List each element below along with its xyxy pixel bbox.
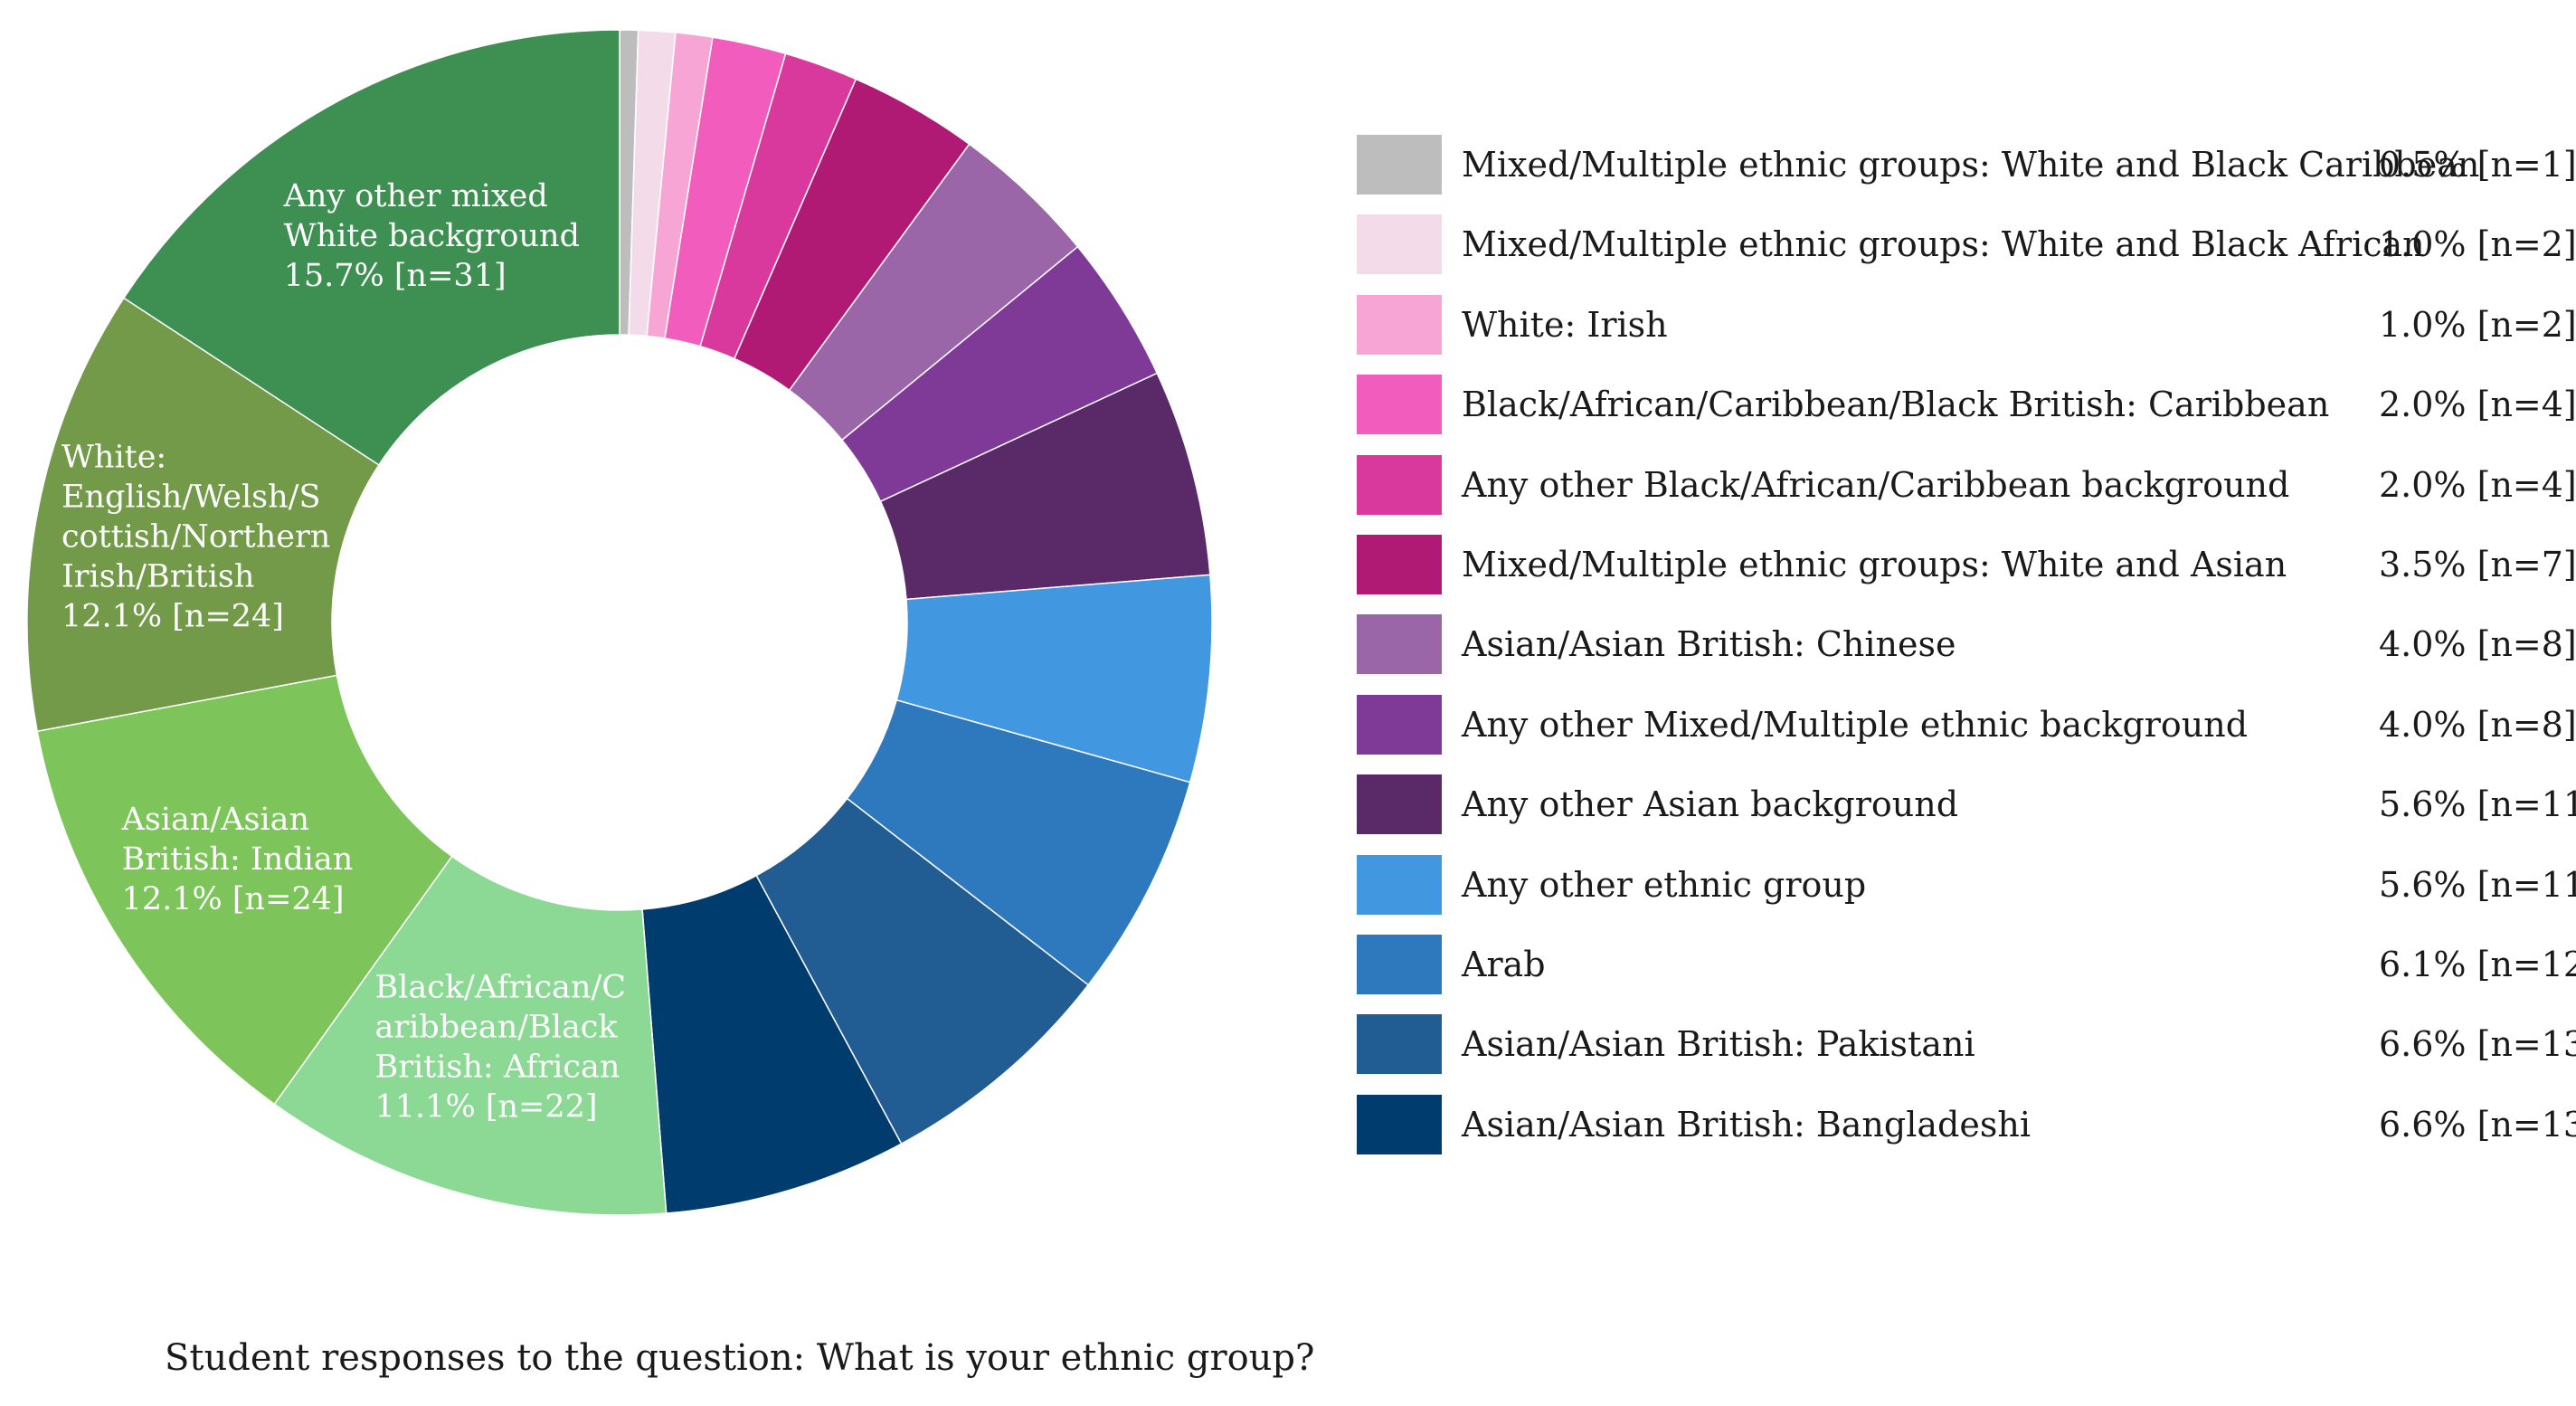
legend-value: 1.0% [n=2] bbox=[2379, 224, 2576, 265]
legend-item: Mixed/Multiple ethnic groups: White and … bbox=[1357, 204, 2576, 284]
legend-label: Mixed/Multiple ethnic groups: White and … bbox=[1462, 224, 2425, 265]
legend-swatch bbox=[1357, 854, 1442, 915]
legend-swatch bbox=[1357, 614, 1442, 675]
legend-swatch bbox=[1357, 135, 1442, 195]
legend-item: Asian/Asian British: Bangladeshi 6.6% [n=… bbox=[1357, 1085, 2576, 1164]
legend-swatch bbox=[1357, 774, 1442, 835]
donut-slice bbox=[26, 297, 380, 733]
chart-legend: Mixed/Multiple ethnic groups: White and … bbox=[1357, 125, 2576, 1164]
legend-value: 2.0% [n=4] bbox=[2379, 464, 2576, 505]
legend-swatch bbox=[1357, 534, 1442, 594]
legend-item: Asian/Asian British: Chinese 4.0% [n=8] bbox=[1357, 604, 2576, 684]
legend-label: White: Irish bbox=[1462, 304, 1668, 345]
legend-swatch bbox=[1357, 294, 1442, 355]
legend-item: Arab 6.1% [n=12] bbox=[1357, 925, 2576, 1004]
slice-label: White: English/Welsh/S cottish/Northern Iri… bbox=[62, 440, 330, 635]
slice-label: Asian/Asian British: Indian 12.1% [n=24] bbox=[121, 802, 354, 917]
legend-swatch bbox=[1357, 1094, 1442, 1154]
legend-swatch bbox=[1357, 934, 1442, 994]
donut-slice bbox=[273, 855, 668, 1216]
legend-item: Mixed/Multiple ethnic groups: White and … bbox=[1357, 125, 2576, 204]
legend-value: 6.6% [n=13] bbox=[2379, 1024, 2576, 1065]
legend-value: 3.5% [n=7] bbox=[2379, 544, 2576, 584]
legend-item: Black/African/Caribbean/Black British: C… bbox=[1357, 365, 2576, 444]
legend-label: Any other Black/African/Caribbean backgr… bbox=[1462, 464, 2290, 505]
legend-value: 5.6% [n=11] bbox=[2379, 864, 2576, 905]
legend-value: 4.0% [n=8] bbox=[2379, 624, 2576, 665]
legend-swatch bbox=[1357, 694, 1442, 755]
slice-label: Any other mixed White background 15.7% [n=… bbox=[283, 178, 580, 294]
legend-item: Mixed/Multiple ethnic groups: White and … bbox=[1357, 525, 2576, 604]
legend-label: Asian/Asian British: Bangladeshi bbox=[1462, 1104, 2031, 1145]
legend-label: Asian/Asian British: Pakistani bbox=[1462, 1024, 1975, 1065]
slice-label: Black/African/C aribbean/Black British: Af… bbox=[375, 970, 627, 1126]
legend-value: 4.0% [n=8] bbox=[2379, 704, 2576, 745]
legend-swatch bbox=[1357, 454, 1442, 515]
legend-value: 1.0% [n=2] bbox=[2379, 304, 2576, 345]
chart-caption: Student responses to the question: What … bbox=[165, 1337, 1315, 1379]
legend-item: White: Irish 1.0% [n=2] bbox=[1357, 285, 2576, 365]
legend-swatch bbox=[1357, 214, 1442, 275]
legend-item: Any other Mixed/Multiple ethnic backgrou… bbox=[1357, 685, 2576, 765]
legend-value: 6.1% [n=12] bbox=[2379, 944, 2576, 984]
legend-value: 2.0% [n=4] bbox=[2379, 385, 2576, 425]
legend-label: Black/African/Caribbean/Black British: C… bbox=[1462, 385, 2330, 425]
legend-label: Asian/Asian British: Chinese bbox=[1462, 624, 1956, 665]
legend-value: 0.5% [n=1] bbox=[2379, 145, 2576, 185]
legend-item: Any other Asian background 5.6% [n=11] bbox=[1357, 765, 2576, 844]
legend-value: 5.6% [n=11] bbox=[2379, 784, 2576, 825]
legend-value: 6.6% [n=13] bbox=[2379, 1104, 2576, 1145]
legend-item: Any other Black/African/Caribbean backgr… bbox=[1357, 445, 2576, 525]
legend-item: Any other ethnic group 5.6% [n=11] bbox=[1357, 845, 2576, 925]
legend-label: Any other Mixed/Multiple ethnic backgrou… bbox=[1462, 704, 2249, 745]
donut-slice bbox=[36, 674, 453, 1106]
legend-swatch bbox=[1357, 375, 1442, 435]
donut-slice bbox=[122, 29, 620, 466]
legend-item: Asian/Asian British: Pakistani 6.6% [n=13… bbox=[1357, 1004, 2576, 1084]
legend-label: Any other Asian background bbox=[1462, 784, 1959, 825]
legend-label: Mixed/Multiple ethnic groups: White and … bbox=[1462, 544, 2287, 584]
legend-label: Mixed/Multiple ethnic groups: White and … bbox=[1462, 145, 2480, 185]
legend-label: Arab bbox=[1462, 944, 1546, 984]
legend-swatch bbox=[1357, 1014, 1442, 1075]
legend-label: Any other ethnic group bbox=[1462, 864, 1867, 905]
